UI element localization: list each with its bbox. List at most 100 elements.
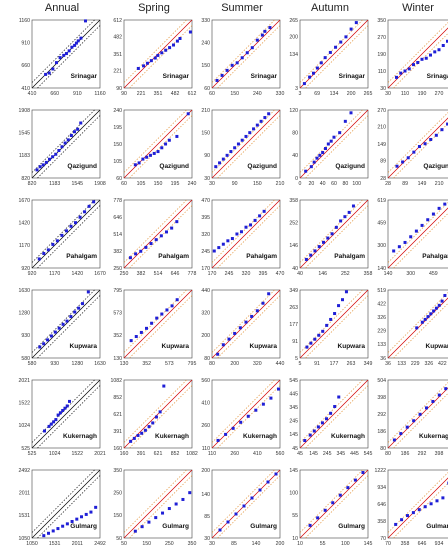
plot-pahalgam-annual-point xyxy=(60,233,64,237)
plot-gulmarg-spring-ytick: 150 xyxy=(113,513,122,519)
plot-gulmarg-winter-ytick: 358 xyxy=(377,519,386,525)
plot-qazigund-autumn-station-label: Qazigund xyxy=(335,163,365,170)
plot-kukernagh-spring-point xyxy=(136,433,140,437)
plot-srinagar-spring-point xyxy=(160,51,164,55)
plot-pahalgam-spring-identity-line xyxy=(123,199,193,269)
plot-kupwara-autumn-point xyxy=(344,290,348,294)
plot-srinagar-winter-point xyxy=(395,75,398,79)
plot-srinagar-winter-point xyxy=(446,39,448,43)
plot-qazigund-winter-xtick: 210 xyxy=(435,181,444,187)
plot-pahalgam-autumn-point xyxy=(309,253,313,257)
plot-pahalgam-spring-point xyxy=(175,220,179,224)
plot-qazigund-summer-frame xyxy=(211,109,281,179)
plot-kupwara-summer-ytick: 80 xyxy=(204,356,210,362)
plot-kupwara-spring-point xyxy=(150,321,154,325)
plot-gulmarg-summer-ytick: 140 xyxy=(201,492,210,498)
plot-srinagar-autumn-xtick: 200 xyxy=(347,91,356,97)
plot-pahalgam-spring-point xyxy=(159,234,163,238)
plot-pahalgam-summer-frame xyxy=(211,199,281,269)
plot-srinagar-winter-point xyxy=(399,71,403,75)
plot-pahalgam-spring-ytick: 778 xyxy=(113,198,122,204)
plot-gulmarg-summer-xtick: 140 xyxy=(252,541,261,547)
plot-qazigund-summer-point xyxy=(252,127,256,131)
plot-srinagar-autumn-ytick: 3 xyxy=(295,86,298,92)
plot-qazigund-autumn-point xyxy=(318,153,322,157)
plot-gulmarg-summer-point xyxy=(234,512,238,516)
plot-srinagar-spring-xtick: 351 xyxy=(154,91,163,97)
plot-kupwara-annual-point xyxy=(57,326,61,330)
plot-kukernagh-annual-xtick: 525 xyxy=(28,451,37,457)
plot-kupwara-annual-point xyxy=(53,330,57,334)
plot-pahalgam-summer-point xyxy=(262,209,266,213)
plot-kukernagh-summer-ytick: 110 xyxy=(202,446,210,452)
plot-gulmarg-winter-xtick: 646 xyxy=(418,541,427,547)
plot-kukernagh-annual-ytick: 2021 xyxy=(18,378,30,384)
plot-gulmarg-winter-xtick: 70 xyxy=(385,541,391,547)
plot-kukernagh-autumn-ytick: 245 xyxy=(289,419,298,425)
plot-kupwara-annual-point xyxy=(65,319,69,323)
plot-srinagar-summer-point xyxy=(235,61,239,65)
plot-gulmarg-summer-point xyxy=(258,488,262,492)
plot-kukernagh-annual-point xyxy=(65,404,69,408)
plot-pahalgam-autumn-point xyxy=(322,240,326,244)
plot-srinagar-summer-point xyxy=(215,78,219,82)
plot-qazigund-summer-ytick: 150 xyxy=(201,130,210,136)
plot-kupwara-spring-ytick: 795 xyxy=(113,288,122,294)
plot-kupwara-spring-xtick: 795 xyxy=(188,361,197,367)
plot-pahalgam-annual-frame xyxy=(31,199,101,269)
plot-qazigund-winter-frame xyxy=(387,109,448,179)
plot-qazigund-spring-ytick: 150 xyxy=(113,142,122,148)
plot-kupwara-winter-station-label: Kupwara xyxy=(426,343,448,350)
plot-srinagar-annual-point xyxy=(47,71,51,75)
plot-pahalgam-winter-frame xyxy=(387,199,448,269)
plot-kukernagh-annual-identity-line xyxy=(31,379,101,449)
column-header-autumn: Autumn xyxy=(311,2,349,14)
plot-kukernagh-summer-point xyxy=(231,426,235,430)
plot-kupwara-autumn-point xyxy=(309,341,313,345)
plot-kukernagh-spring-station-label: Kukernagh xyxy=(155,433,189,440)
plot-pahalgam-summer-xtick: 245 xyxy=(225,271,234,277)
plot-kukernagh-annual-ytick: 1024 xyxy=(18,423,30,429)
plot-kupwara-spring-point xyxy=(134,335,138,339)
plot-qazigund-autumn-point xyxy=(312,160,316,164)
plot-gulmarg-summer-ytick: 30 xyxy=(204,536,210,542)
plot-pahalgam-annual-point xyxy=(64,229,68,233)
plot-srinagar-winter-point xyxy=(403,69,407,73)
plot-qazigund-spring-point xyxy=(160,146,164,150)
plot-qazigund-autumn-point xyxy=(326,142,330,146)
plot-kukernagh-autumn-ytick: 345 xyxy=(289,405,298,411)
plot-qazigund-annual-xtick: 820 xyxy=(28,181,37,187)
plot-qazigund-summer-point xyxy=(221,157,225,161)
plot-qazigund-winter-point xyxy=(423,142,427,146)
column-header-summer: Summer xyxy=(221,2,263,14)
plot-kupwara-spring-point xyxy=(170,304,174,308)
plot-kukernagh-autumn-point xyxy=(303,439,307,443)
plot-gulmarg-annual-point xyxy=(94,505,98,509)
plot-kupwara-autumn-xtick: 91 xyxy=(314,361,320,367)
plot-srinagar-summer-point xyxy=(225,68,229,72)
plot-kupwara-autumn-point xyxy=(313,337,317,341)
plot-qazigund-winter-point xyxy=(412,150,416,154)
plot-pahalgam-spring-ytick: 382 xyxy=(113,249,122,255)
plot-srinagar-annual-point xyxy=(73,43,77,47)
plot-qazigund-autumn-point xyxy=(329,139,333,143)
plot-srinagar-autumn-point xyxy=(319,61,323,65)
plot-qazigund-winter-point xyxy=(446,122,448,126)
plot-qazigund-summer-point xyxy=(229,150,233,154)
plot-qazigund-spring-xtick: 60 xyxy=(121,181,127,187)
plot-srinagar-winter-ytick: 30 xyxy=(380,86,386,92)
plot-kukernagh-winter-ytick: 398 xyxy=(377,395,386,401)
plot-qazigund-autumn-point xyxy=(321,151,325,154)
plot-pahalgam-annual-point xyxy=(69,224,73,228)
plot-kupwara-summer-frame xyxy=(211,289,281,359)
plot-srinagar-annual-point xyxy=(70,45,74,49)
plot-kupwara-winter-point xyxy=(415,326,419,330)
plot-gulmarg-spring-xtick: 350 xyxy=(188,541,197,547)
plot-gulmarg-winter-point xyxy=(417,508,421,512)
plot-pahalgam-annual-xtick: 1170 xyxy=(49,271,60,277)
plot-pahalgam-annual-point xyxy=(87,204,91,208)
plot-gulmarg-annual-xtick: 1050 xyxy=(26,541,38,547)
plot-qazigund-spring-xtick: 150 xyxy=(154,181,163,187)
plot-kupwara-spring-xtick: 573 xyxy=(165,361,174,367)
plot-pahalgam-spring-point xyxy=(165,230,168,234)
